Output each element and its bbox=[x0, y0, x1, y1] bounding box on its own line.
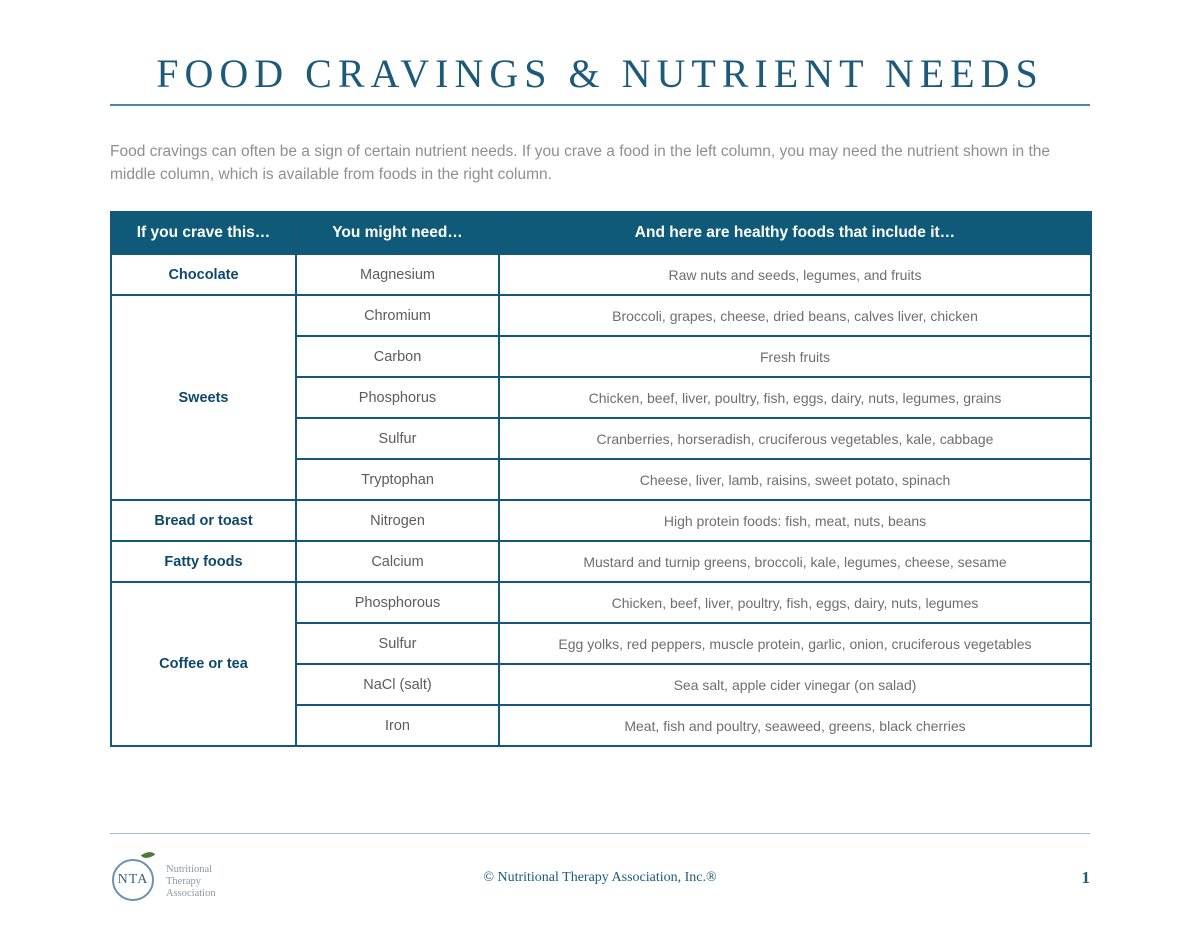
foods-cell: High protein foods: fish, meat, nuts, be… bbox=[498, 499, 1092, 542]
cravings-table: If you crave this… You might need… And h… bbox=[110, 211, 1092, 747]
foods-cell: Meat, fish and poultry, seaweed, greens,… bbox=[498, 704, 1092, 747]
foods-cell: Cheese, liver, lamb, raisins, sweet pota… bbox=[498, 458, 1092, 501]
table-row: Tryptophan Cheese, liver, lamb, raisins,… bbox=[111, 458, 1092, 501]
header-need: You might need… bbox=[295, 211, 500, 255]
intro-paragraph: Food cravings can often be a sign of cer… bbox=[110, 143, 1051, 183]
table-row: Fatty foods Calcium Mustard and turnip g… bbox=[110, 540, 1092, 583]
foods-cell: Chicken, beef, liver, poultry, fish, egg… bbox=[498, 376, 1092, 419]
table-row: Sulfur Cranberries, horseradish, crucife… bbox=[111, 417, 1092, 460]
nutrient-cell: Tryptophan bbox=[295, 458, 500, 501]
foods-cell: Broccoli, grapes, cheese, dried beans, c… bbox=[498, 294, 1092, 337]
table-row: Coffee or tea Phosphorous Chicken, beef,… bbox=[110, 581, 1092, 747]
foods-cell: Raw nuts and seeds, legumes, and fruits bbox=[498, 253, 1092, 296]
craving-cell: Fatty foods bbox=[110, 540, 297, 583]
foods-cell: Cranberries, horseradish, cruciferous ve… bbox=[498, 417, 1092, 460]
header-foods: And here are healthy foods that include … bbox=[498, 211, 1092, 255]
foods-cell: Chicken, beef, liver, poultry, fish, egg… bbox=[498, 581, 1092, 624]
logo-wordmark-line: Nutritional bbox=[166, 864, 213, 875]
foods-cell: Mustard and turnip greens, broccoli, kal… bbox=[498, 540, 1092, 583]
foods-cell: Fresh fruits bbox=[498, 335, 1092, 378]
table-row: Iron Meat, fish and poultry, seaweed, gr… bbox=[111, 704, 1092, 747]
header-crave: If you crave this… bbox=[110, 211, 297, 255]
nutrient-cell: Magnesium bbox=[295, 253, 500, 296]
nutrient-cell: Phosphorous bbox=[295, 581, 500, 624]
foods-cell: Sea salt, apple cider vinegar (on salad) bbox=[498, 663, 1092, 706]
leaf-icon bbox=[140, 848, 156, 862]
copyright-text: © Nutritional Therapy Association, Inc.® bbox=[483, 870, 717, 885]
table-row: Carbon Fresh fruits bbox=[111, 335, 1092, 378]
title-divider bbox=[110, 104, 1090, 106]
table-row: Sweets Chromium Broccoli, grapes, cheese… bbox=[110, 294, 1092, 501]
table-row: Sulfur Egg yolks, red peppers, muscle pr… bbox=[111, 622, 1092, 665]
nta-logo: NTA bbox=[112, 848, 158, 903]
craving-cell: Coffee or tea bbox=[110, 581, 297, 747]
nutrient-cell: Carbon bbox=[295, 335, 500, 378]
nutrient-cell: Sulfur bbox=[295, 417, 500, 460]
nutrient-cell: Calcium bbox=[295, 540, 500, 583]
nutrient-cell: Chromium bbox=[295, 294, 500, 337]
table-row: Bread or toast Nitrogen High protein foo… bbox=[110, 499, 1092, 542]
table-row: Chocolate Magnesium Raw nuts and seeds, … bbox=[110, 253, 1092, 296]
craving-cell: Sweets bbox=[110, 294, 297, 501]
foods-cell: Egg yolks, red peppers, muscle protein, … bbox=[498, 622, 1092, 665]
table-row: Phosphorus Chicken, beef, liver, poultry… bbox=[111, 376, 1092, 419]
logo-wordmark-line: Therapy bbox=[166, 876, 201, 887]
document-page: FOOD CRAVINGS & NUTRIENT NEEDS Food crav… bbox=[110, 0, 1092, 747]
nutrient-cell: Sulfur bbox=[295, 622, 500, 665]
nutrient-cell: Nitrogen bbox=[295, 499, 500, 542]
craving-cell: Chocolate bbox=[110, 253, 297, 296]
logo-wordmark-line: Association bbox=[166, 888, 216, 899]
page-number: 1 bbox=[1081, 868, 1091, 887]
table-row: NaCl (salt) Sea salt, apple cider vinega… bbox=[111, 663, 1092, 706]
nutrient-cell: Phosphorus bbox=[295, 376, 500, 419]
nutrient-cell: Iron bbox=[295, 704, 500, 747]
page-title: FOOD CRAVINGS & NUTRIENT NEEDS bbox=[156, 51, 1044, 96]
logo-wordmark: Nutritional Therapy Association bbox=[166, 864, 216, 900]
nutrient-cell: NaCl (salt) bbox=[295, 663, 500, 706]
footer-divider bbox=[110, 833, 1090, 834]
table-header-row: If you crave this… You might need… And h… bbox=[110, 211, 1092, 255]
nta-logo-circle: NTA bbox=[112, 859, 154, 901]
craving-cell: Bread or toast bbox=[110, 499, 297, 542]
